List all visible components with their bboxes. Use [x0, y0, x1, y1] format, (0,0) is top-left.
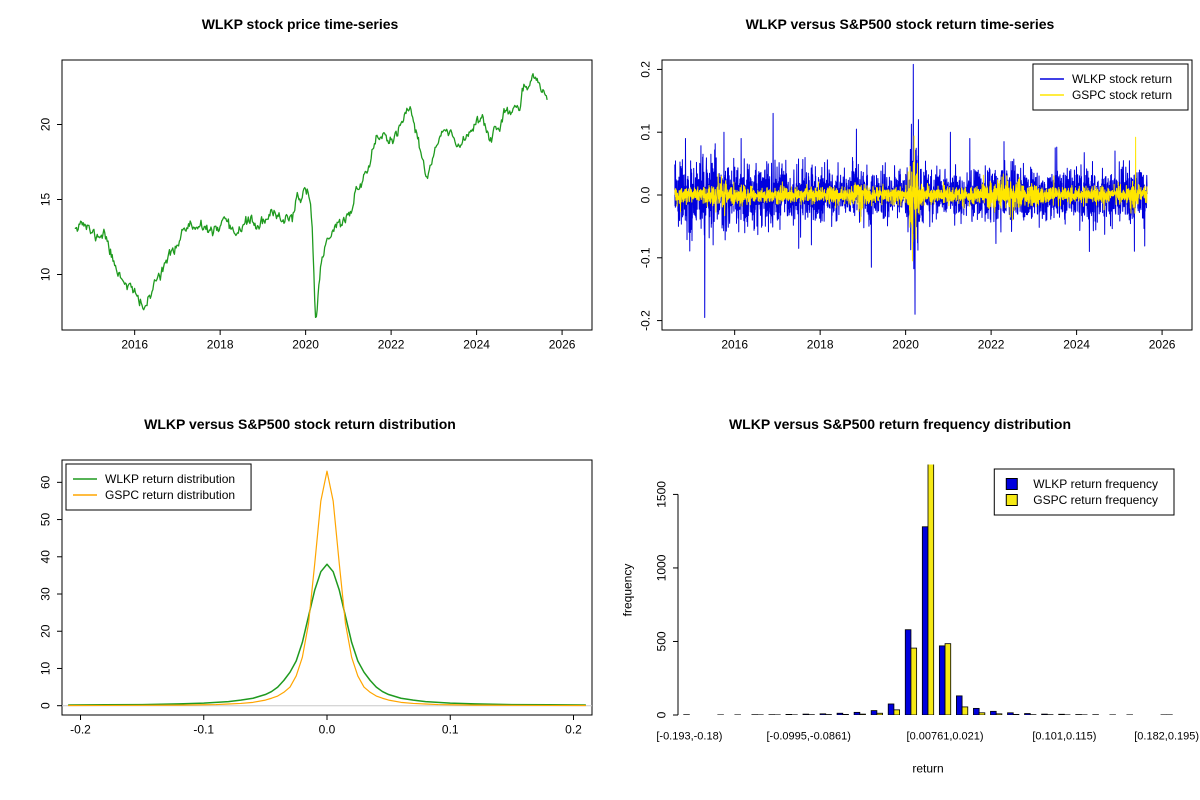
- return-timeseries-canvas: [600, 0, 1200, 400]
- panel-return-frequency: WLKP versus S&P500 return frequency dist…: [600, 400, 1200, 800]
- panel-price-timeseries: WLKP stock price time-series: [0, 0, 600, 400]
- return-distribution-canvas: [0, 400, 600, 800]
- chart-title-frequency: WLKP versus S&P500 return frequency dist…: [728, 416, 1072, 432]
- panel-return-distribution: WLKP versus S&P500 stock return distribu…: [0, 400, 600, 800]
- chart-title-distribution: WLKP versus S&P500 stock return distribu…: [144, 416, 456, 432]
- chart-title-price: WLKP stock price time-series: [201, 16, 399, 32]
- return-frequency-canvas: [600, 400, 1200, 800]
- price-timeseries-canvas: [0, 0, 600, 400]
- panel-return-timeseries: WLKP versus S&P500 stock return time-ser…: [600, 0, 1200, 400]
- chart-title-returns: WLKP versus S&P500 stock return time-ser…: [745, 16, 1055, 32]
